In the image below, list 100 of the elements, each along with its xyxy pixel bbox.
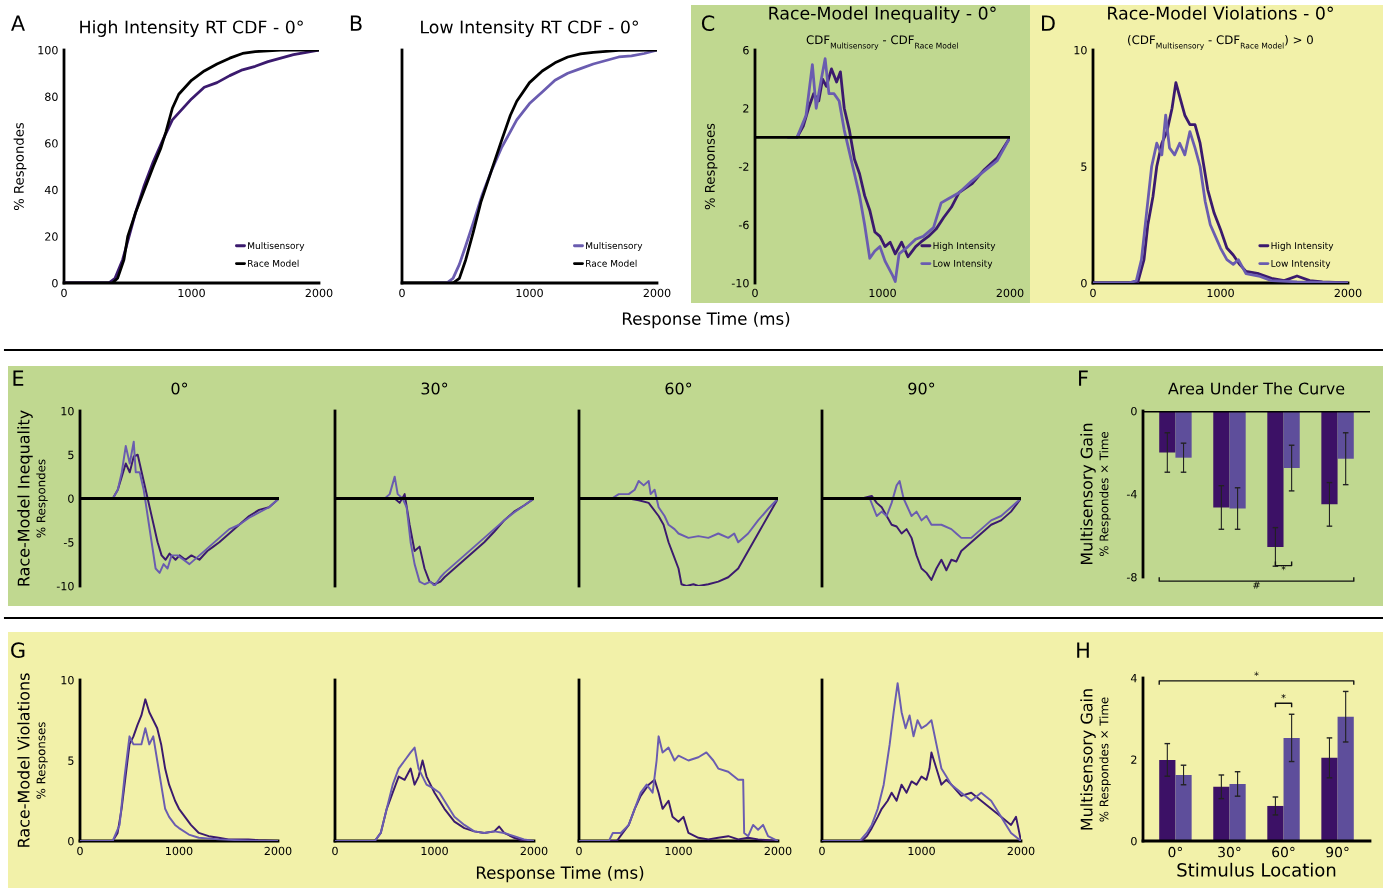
x-tick-label: 1000: [166, 846, 193, 856]
y-tick-label: 60: [45, 139, 58, 148]
legend-label: Race Model: [586, 259, 637, 267]
x-tick-label: 0: [1090, 288, 1096, 298]
x-tick-label: 2000: [264, 846, 292, 856]
chart-title: Low Intensity RT CDF - 0°: [421, 20, 638, 37]
x-tick-label: 30°: [1218, 846, 1241, 858]
chart-title: 90°: [908, 382, 935, 395]
y-tick-label: 0: [52, 278, 58, 288]
bar: [1175, 774, 1192, 841]
text: C: [701, 15, 715, 32]
chart-title: 30°: [421, 382, 448, 395]
x-tick-label: 2000: [643, 288, 671, 298]
y-tick-label: 10: [1074, 45, 1087, 55]
bar: [1267, 805, 1284, 841]
x-tick-label: 1000: [665, 846, 692, 856]
chart-title: 60°: [665, 382, 692, 395]
x-tick-label: 0: [752, 288, 758, 298]
x-tick-label: 0°: [1168, 846, 1182, 858]
x-tick-label: 1000: [908, 846, 935, 856]
text: B: [350, 15, 362, 31]
text: A: [11, 15, 25, 31]
y-tick-label: -10: [56, 581, 74, 591]
y-axis-title: Multisensory Gain % Respondes × Time: [1080, 689, 1111, 830]
x-tick-label: 0: [819, 846, 825, 856]
legend-label: High Intensity: [933, 242, 996, 251]
chart-title: High Intensity RT CDF - 0°: [80, 20, 303, 37]
x-tick-label: 0: [576, 846, 582, 856]
y-axis-title: % Respondes: [13, 122, 27, 211]
chart-title: Race-Model Inequality - 0°: [769, 6, 996, 24]
bar: [1159, 759, 1176, 841]
y-tick-label: 0: [1131, 836, 1137, 846]
legend-label: High Intensity: [1271, 242, 1334, 251]
y-tick-label: 6: [743, 45, 749, 55]
y-tick-label: 100: [38, 45, 58, 55]
y-tick-label: 4: [1130, 674, 1137, 683]
y-tick-label: -2: [738, 162, 749, 171]
y-tick-label: 5: [1081, 162, 1087, 171]
x-tick-label: 1000: [421, 846, 448, 856]
legend-label: Multisensory: [248, 242, 305, 251]
x-tick-label: 1000: [869, 288, 896, 298]
text: *: [1254, 671, 1259, 677]
y-tick-label: 0: [68, 836, 74, 846]
x-tick-label: 1000: [178, 288, 205, 298]
y-tick-label: 40: [44, 185, 58, 195]
y-tick-label: 5: [68, 756, 74, 765]
text: E: [13, 370, 24, 386]
x-tick-label: 2000: [1334, 288, 1362, 298]
y-axis-title: % Responses: [704, 123, 718, 210]
legend-label: Low Intensity: [933, 259, 993, 269]
text: F: [1079, 370, 1088, 386]
bar: [1321, 757, 1338, 841]
x-axis-title: Stimulus Location: [1177, 862, 1336, 877]
x-axis-title: Response Time (ms): [476, 866, 644, 883]
legend-label: Multisensory: [586, 242, 643, 251]
chart-title: 0°: [171, 382, 188, 395]
y-tick-label: 10: [61, 675, 74, 685]
legend-label: Race Model: [248, 259, 299, 267]
text: #: [1253, 581, 1260, 589]
x-tick-label: 90°: [1326, 846, 1349, 858]
x-tick-label: 2000: [305, 288, 333, 298]
text: H: [1077, 642, 1089, 658]
chart-title: Area Under The Curve: [1168, 382, 1345, 395]
y-axis-title: Race-Model Violations % Responses: [17, 673, 48, 847]
y-tick-label: 80: [45, 92, 58, 101]
y-tick-label: -5: [63, 538, 74, 547]
annotation: *: [1281, 694, 1286, 699]
x-tick-label: 0: [77, 846, 83, 856]
y-tick-label: -4: [1126, 490, 1137, 499]
y-tick-label: 20: [45, 232, 58, 241]
y-tick-label: 10: [61, 406, 74, 416]
text: D: [1042, 15, 1055, 31]
x-tick-label: 1000: [516, 288, 543, 298]
x-tick-label: 1000: [1207, 288, 1234, 298]
x-tick-label: 2000: [1007, 846, 1035, 856]
bar: [1229, 783, 1246, 841]
bar: [1283, 737, 1300, 841]
y-tick-label: 0: [1131, 406, 1137, 416]
bar: [1337, 716, 1354, 841]
y-tick-label: -6: [738, 220, 749, 230]
bar: [1213, 786, 1230, 841]
x-tick-label: 2000: [764, 846, 792, 856]
y-tick-label: -8: [1126, 572, 1137, 582]
x-tick-label: 0: [332, 846, 338, 856]
y-axis-title: Multisensory Gain % Respondes × Time: [1080, 423, 1111, 565]
text: G: [11, 642, 25, 659]
x-tick-label: 0: [399, 288, 405, 298]
y-tick-label: 2: [1131, 755, 1137, 764]
chart-title: Race-Model Violations - 0°: [1108, 6, 1333, 20]
y-tick-label: 2: [743, 104, 749, 113]
legend-label: Low Intensity: [1271, 259, 1331, 269]
annotation: *: [1281, 565, 1286, 571]
y-tick-label: 0: [68, 494, 74, 503]
x-axis-title: Response Time (ms): [622, 312, 790, 329]
y-tick-label: 5: [68, 450, 74, 460]
x-tick-label: 2000: [520, 846, 548, 856]
y-axis-title: Race-Model Inequality % Respondes: [17, 410, 48, 586]
y-tick-label: -10: [731, 278, 749, 288]
x-tick-label: 2000: [996, 288, 1024, 298]
x-tick-label: 60°: [1272, 846, 1295, 858]
